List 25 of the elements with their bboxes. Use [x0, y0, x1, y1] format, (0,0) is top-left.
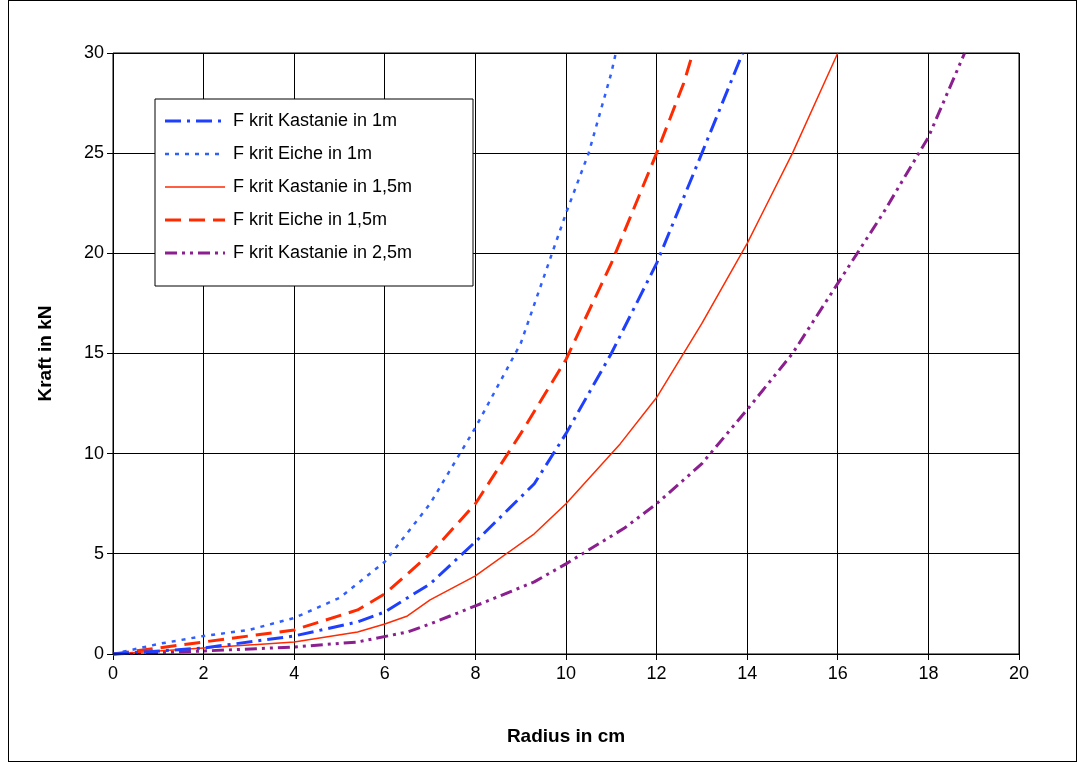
y-axis-title: Kraft in kN: [33, 305, 55, 402]
legend-label: F krit Eiche in 1m: [233, 142, 373, 163]
legend-label: F krit Kastanie in 2,5m: [233, 241, 413, 262]
x-tick-label: 16: [827, 662, 848, 683]
y-tick-label: 30: [83, 41, 104, 62]
y-tick-label: 20: [83, 242, 104, 263]
x-tick-label: 12: [646, 662, 667, 683]
y-tick-label: 15: [83, 342, 104, 363]
x-tick-label: 8: [470, 662, 481, 683]
y-tick-label: 25: [83, 142, 104, 163]
y-tick-label: 10: [83, 442, 104, 463]
legend-label: F krit Eiche in 1,5m: [233, 208, 388, 229]
y-tick-label: 5: [93, 542, 104, 563]
x-tick-label: 10: [555, 662, 577, 683]
legend-label: F krit Kastanie in 1,5m: [233, 175, 413, 196]
legend-label: F krit Kastanie in 1m: [233, 109, 398, 130]
y-tick-label: 0: [93, 642, 104, 663]
x-axis-title: Radius in cm: [506, 724, 626, 746]
x-tick-label: 2: [198, 662, 209, 683]
x-tick-label: 6: [379, 662, 390, 683]
x-tick-label: 18: [918, 662, 939, 683]
x-tick-label: 20: [1008, 662, 1030, 683]
x-tick-label: 0: [107, 662, 119, 683]
x-tick-label: 4: [289, 662, 300, 683]
x-tick-label: 14: [737, 662, 758, 683]
